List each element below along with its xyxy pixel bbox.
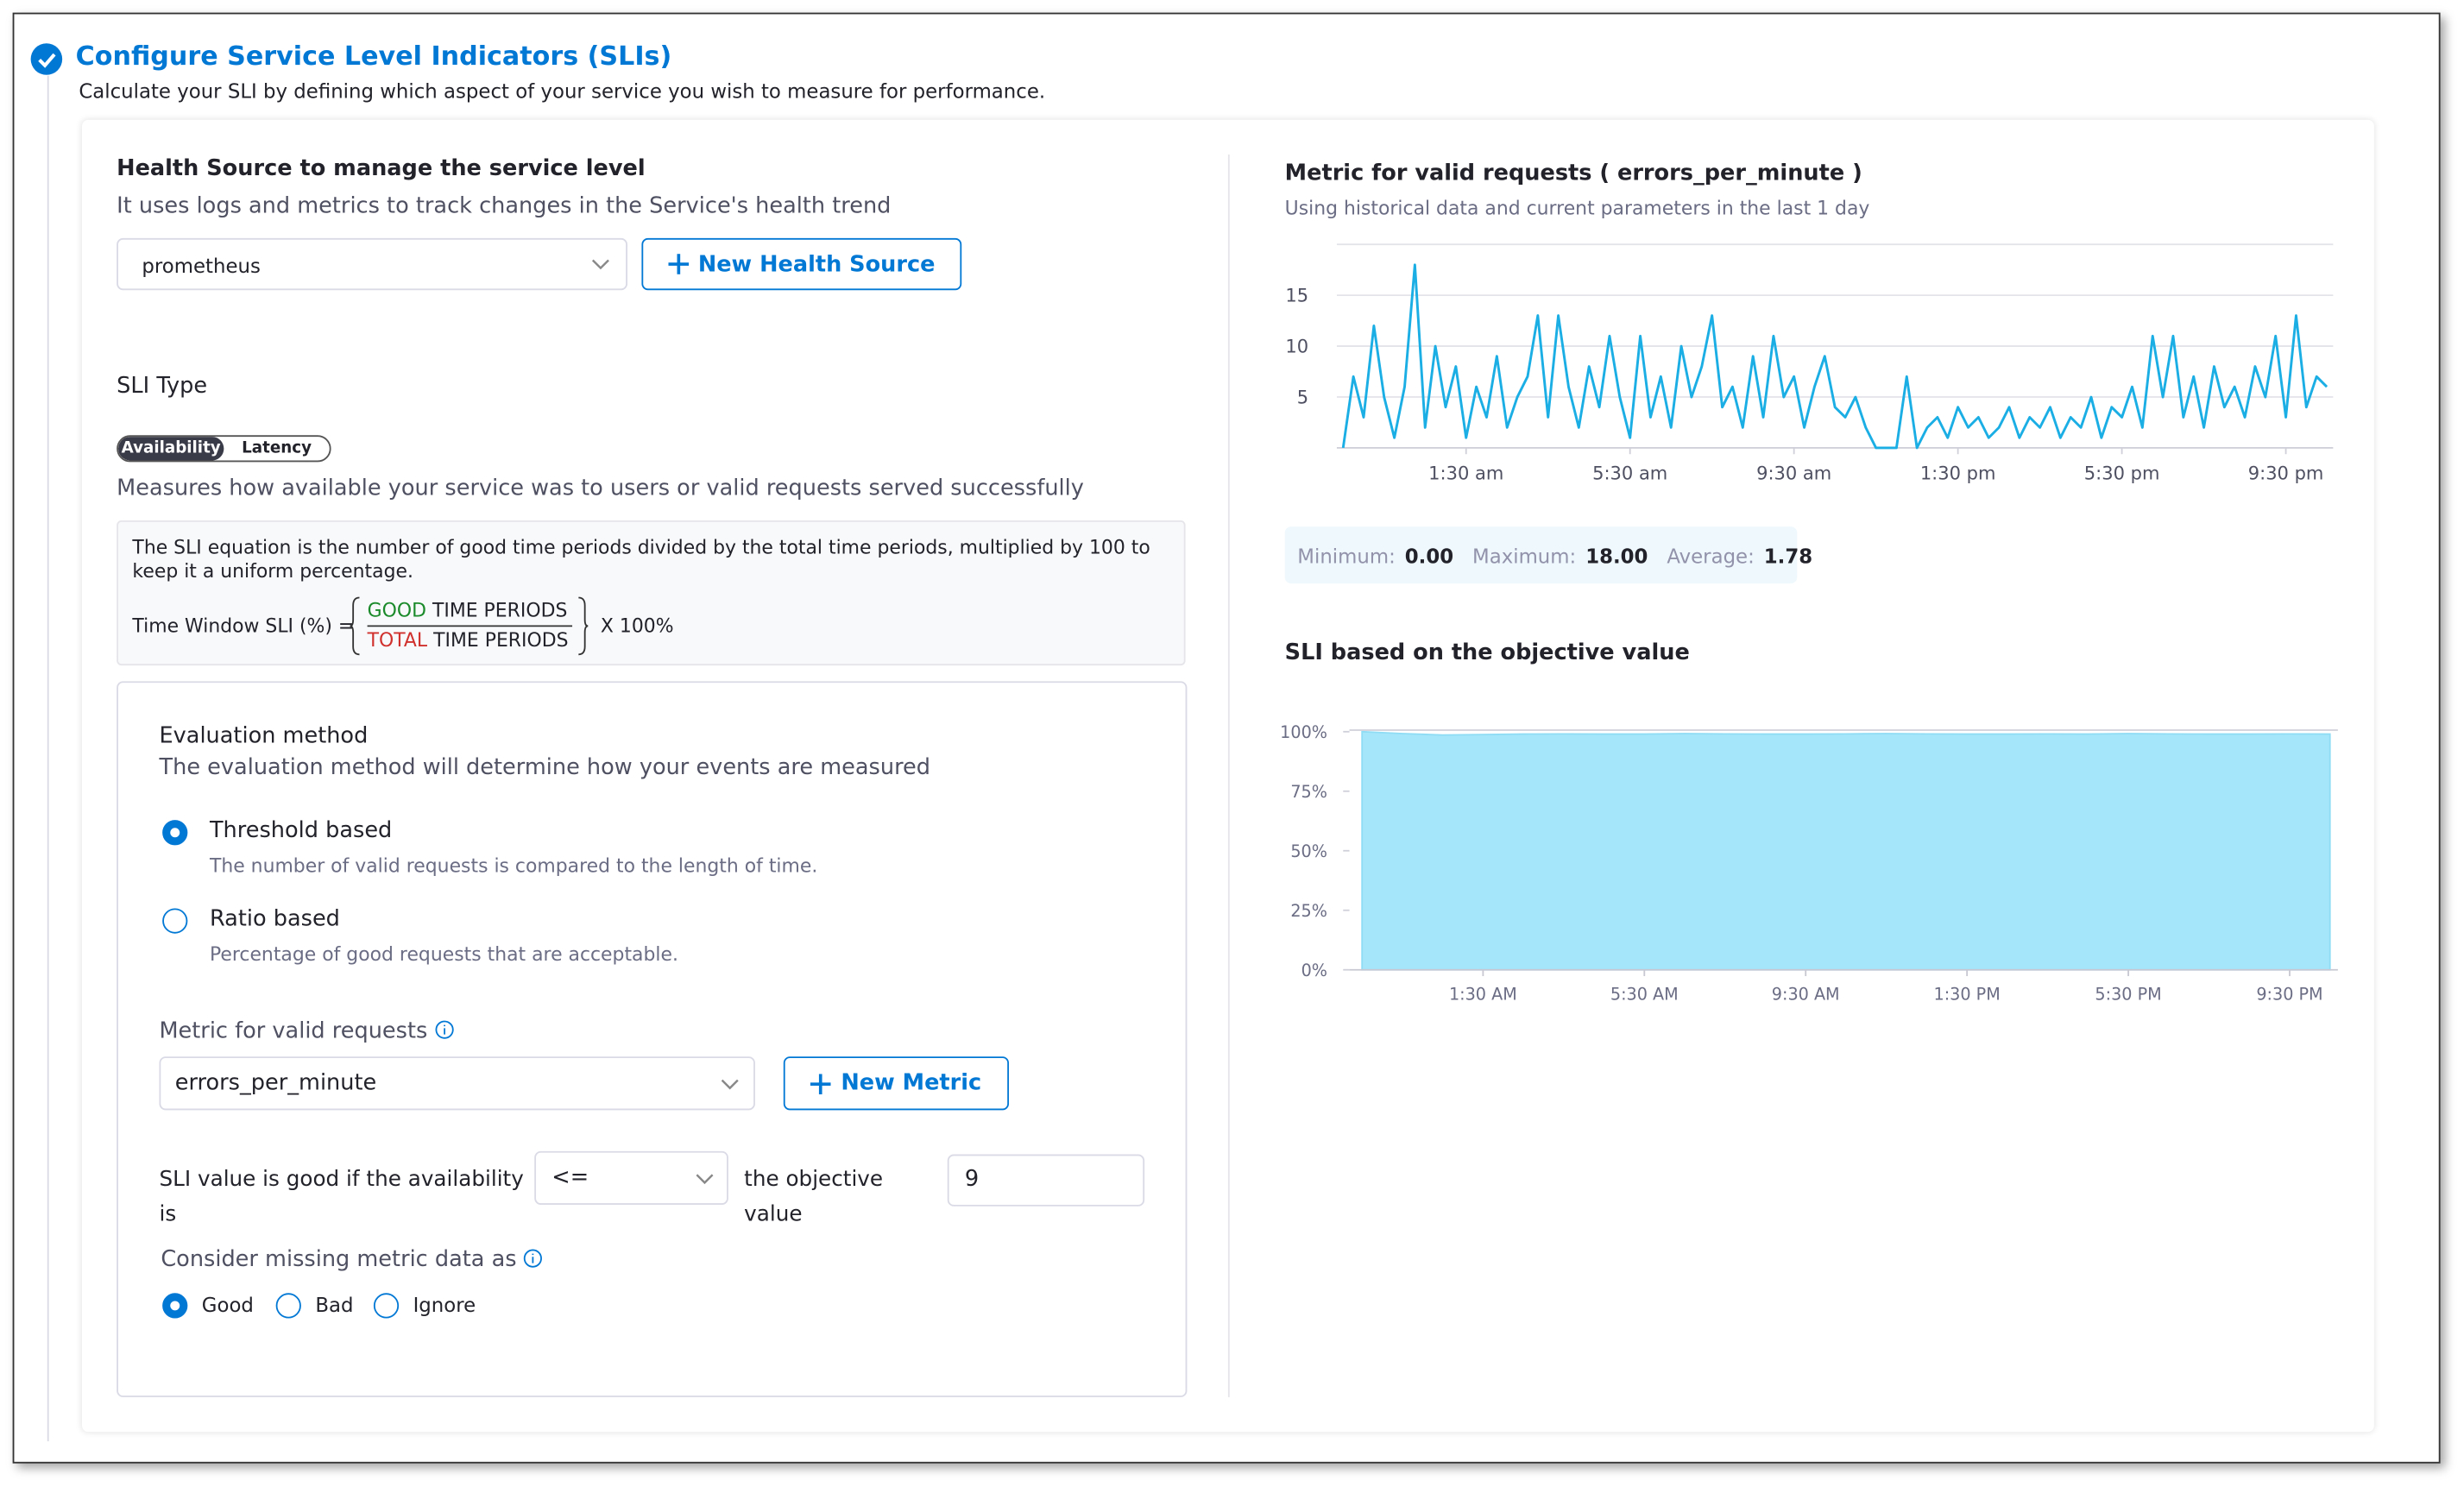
chevron xyxy=(721,1079,739,1090)
stat-value: 0.00 xyxy=(1404,543,1454,567)
numerator-rest: TIME PERIODS xyxy=(432,599,568,621)
window-frame xyxy=(12,12,2441,1464)
sli-type-toggle: Availability Latency xyxy=(117,435,331,463)
x-tick-label: 9:30 am xyxy=(1756,463,1831,483)
evaluation-description: The evaluation method will determine how… xyxy=(159,755,931,781)
y-tick-label: 50% xyxy=(1290,841,1327,861)
y-tick-label: 0% xyxy=(1301,961,1327,980)
x-tick-label: 5:30 PM xyxy=(2095,984,2161,1004)
x-tick-label: 9:30 AM xyxy=(1772,984,1840,1004)
health-source-title: Health Source to manage the service leve… xyxy=(117,155,646,182)
divider xyxy=(1227,154,1230,1397)
x-tick-label: 1:30 AM xyxy=(1449,984,1517,1004)
condition-prefix: SLI value is good if the availability is xyxy=(159,1167,524,1227)
objective-input[interactable]: 9 xyxy=(947,1154,1145,1207)
method-description: Percentage of good requests that are acc… xyxy=(209,942,678,966)
metric-label: Metric for valid requests xyxy=(159,1018,454,1044)
health-source-select[interactable]: prometheus xyxy=(117,237,627,291)
health-source-description: It uses logs and metrics to track change… xyxy=(117,193,892,219)
sli-type-title: SLI Type xyxy=(117,374,208,400)
x-tick-label: 5:30 AM xyxy=(1610,984,1679,1004)
equation-denominator: TOTAL TIME PERIODS xyxy=(368,629,569,652)
denominator-rest: TIME PERIODS xyxy=(433,629,569,652)
equation-multiplier: X 100% xyxy=(600,614,674,638)
x-tick-label: 1:30 am xyxy=(1428,463,1503,483)
numerator-highlight: GOOD xyxy=(367,599,426,621)
select-value: prometheus xyxy=(142,254,261,278)
equation-label: Time Window SLI (%) = xyxy=(132,614,355,638)
radio[interactable] xyxy=(162,1293,188,1319)
evaluation-title: Evaluation method xyxy=(159,723,369,749)
y-tick-label: 5 xyxy=(1297,387,1308,407)
select-value: errors_per_minute xyxy=(174,1070,377,1096)
new-health-source-button[interactable]: New Health Source xyxy=(641,237,962,291)
radio[interactable] xyxy=(162,820,188,846)
y-tick-label: 10 xyxy=(1285,336,1308,356)
plus-icon xyxy=(810,1073,832,1094)
metric-select[interactable]: errors_per_minute xyxy=(159,1056,755,1111)
stat-value: 1.78 xyxy=(1763,543,1813,567)
method-label: Ratio based xyxy=(209,906,340,932)
stat-label: Minimum: xyxy=(1297,543,1396,567)
missing-option: Good xyxy=(201,1293,254,1317)
missing-label: Consider missing metric data as xyxy=(161,1247,543,1273)
step-check-icon xyxy=(30,43,63,75)
metric-chart-title: Metric for valid requests ( errors_per_m… xyxy=(1284,161,1862,186)
method-description: The number of valid requests is compared… xyxy=(209,854,818,877)
method-label: Threshold based xyxy=(209,818,393,844)
toggle-option[interactable]: Availability xyxy=(117,437,224,461)
plus-icon xyxy=(668,254,689,274)
missing-label-text: Consider missing metric data as xyxy=(161,1247,517,1273)
select-value: <= xyxy=(551,1165,589,1191)
info-icon xyxy=(524,1249,543,1268)
condition-suffix: the objective value xyxy=(744,1167,884,1227)
input-value: 9 xyxy=(964,1167,980,1193)
button-label: New Metric xyxy=(841,1070,982,1096)
x-tick-label: 9:30 pm xyxy=(2248,463,2324,483)
radio[interactable] xyxy=(373,1293,400,1319)
toggle-option[interactable]: Latency xyxy=(242,439,312,457)
missing-option: Bad xyxy=(315,1293,354,1317)
chevron xyxy=(696,1174,714,1185)
x-tick-label: 5:30 am xyxy=(1592,463,1667,483)
radio[interactable] xyxy=(275,1293,301,1319)
x-tick-label: 9:30 PM xyxy=(2256,984,2322,1004)
stat-label: Maximum: xyxy=(1472,543,1577,567)
equation-numerator: GOOD TIME PERIODS xyxy=(368,599,568,621)
metric-label-text: Metric for valid requests xyxy=(159,1018,428,1044)
section-subtitle: Calculate your SLI by defining which asp… xyxy=(79,79,1046,103)
stat-label: Average: xyxy=(1667,543,1755,567)
metric-chart-subtitle: Using historical data and current parame… xyxy=(1284,197,1870,219)
denominator-highlight: TOTAL xyxy=(367,629,428,652)
y-tick-label: 75% xyxy=(1290,782,1327,802)
x-tick-label: 1:30 PM xyxy=(1934,984,2001,1004)
new-metric-button[interactable]: New Metric xyxy=(783,1056,1010,1111)
chevron xyxy=(591,259,609,270)
sli-type-description: Measures how available your service was … xyxy=(117,476,1084,502)
equation-note: The SLI equation is the number of good t… xyxy=(132,536,1150,583)
evaluation-box xyxy=(117,681,1188,1397)
step-line xyxy=(47,75,49,1442)
x-tick-label: 1:30 pm xyxy=(1920,463,1996,483)
info-icon xyxy=(434,1020,454,1039)
section-title: Configure Service Level Indicators (SLIs… xyxy=(75,41,672,72)
equation-fraction xyxy=(350,596,589,656)
sli-area xyxy=(1361,730,2331,971)
y-tick-label: 25% xyxy=(1290,901,1327,921)
missing-option: Ignore xyxy=(413,1293,476,1317)
stat-value: 18.00 xyxy=(1585,543,1648,567)
y-tick-label: 100% xyxy=(1280,722,1327,742)
button-label: New Health Source xyxy=(697,251,936,277)
stats-box: Minimum: 0.00 Maximum: 18.00 Average: 1.78 xyxy=(1284,526,1812,584)
metric-line xyxy=(1341,263,2329,450)
operator-select[interactable]: <= xyxy=(534,1150,728,1205)
y-tick-label: 15 xyxy=(1285,285,1308,306)
equation-box: The SLI equation is the number of good t… xyxy=(117,520,1186,666)
sli-chart-title: SLI based on the objective value xyxy=(1284,640,1690,666)
radio[interactable] xyxy=(162,908,188,934)
x-tick-label: 5:30 pm xyxy=(2084,463,2160,483)
